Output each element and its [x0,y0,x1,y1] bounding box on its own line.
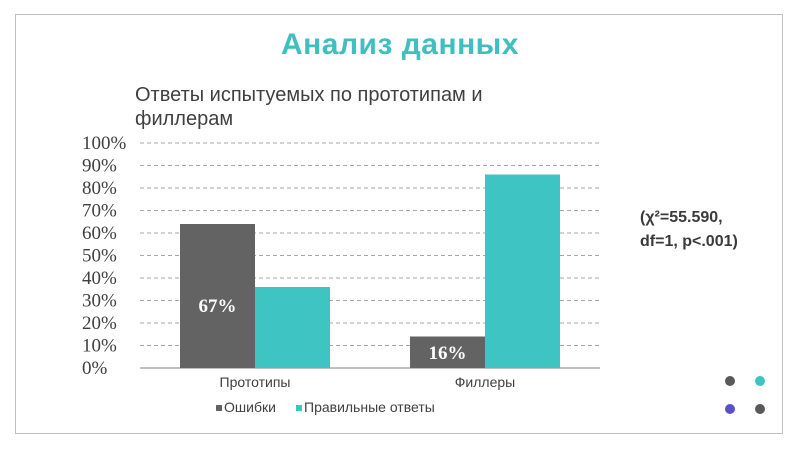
bar-correct-1 [255,287,330,368]
bar-errors-1 [180,224,255,368]
chart-title-line: филлерам [135,108,233,130]
chart-title-line: Ответы испытуемых по прототипам и [135,84,483,106]
y-tick-label: 50% [82,246,117,267]
legend-label: Правильные ответы [304,399,435,415]
bar-correct-2 [485,174,560,368]
y-tick-label: 90% [82,156,117,177]
chi-square-line-1: (χ²=55.590, [640,209,723,226]
bar-errors-2 [410,336,485,368]
y-tick-label: 100% [82,133,127,154]
chi-square-line-2: df=1, p<.001) [640,233,738,250]
y-tick-label: 40% [82,268,117,289]
legend-swatch [296,405,302,411]
decor-dot-2 [755,376,765,386]
y-tick-label: 0% [82,358,108,379]
chi-square-note: (χ²=55.590, df=1, p<.001) [640,206,770,254]
y-tick-label: 70% [82,201,117,222]
legend-swatch [216,405,222,411]
decor-dot-3 [725,404,735,414]
y-tick-label: 60% [82,223,117,244]
slide-title: Анализ данных [281,28,519,61]
y-tick-label: 30% [82,291,117,312]
data-label: 67% [199,296,237,317]
y-tick-label: 20% [82,313,117,334]
y-tick-label: 10% [82,336,117,357]
legend-label: Ошибки [224,399,276,415]
data-label: 16% [429,343,467,364]
decor-dot-4 [755,404,765,414]
x-category-label: Прототипы [220,374,291,390]
decor-dot-1 [725,376,735,386]
y-tick-label: 80% [82,178,117,199]
x-category-label: Филлеры [455,374,515,390]
slide-frame [15,14,783,434]
